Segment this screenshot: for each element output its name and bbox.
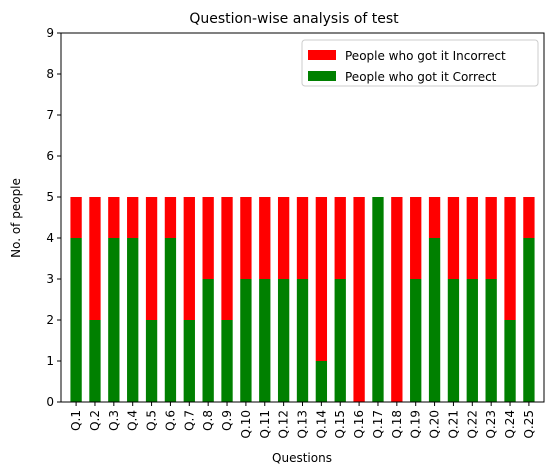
x-tick-label: Q.3	[107, 410, 121, 431]
bar-incorrect-Q5	[145, 197, 158, 320]
y-tick-label: 3	[46, 272, 54, 286]
bar-incorrect-Q10	[240, 197, 252, 279]
bar-correct-Q6	[164, 238, 177, 402]
bar-incorrect-Q23	[485, 197, 497, 279]
x-tick-label: Q.14	[314, 410, 328, 439]
x-tick-label: Q.10	[239, 410, 253, 439]
bar-correct-Q1	[70, 238, 82, 402]
bar-incorrect-Q13	[296, 197, 309, 279]
bar-incorrect-Q8	[202, 197, 214, 279]
y-axis: 0 1 2 3 4 5 6 7 8 9	[46, 26, 61, 409]
x-tick-label: Q.2	[88, 410, 102, 431]
bar-correct-Q12	[277, 279, 290, 402]
x-tick-label: Q.9	[220, 410, 234, 431]
y-tick-label: 8	[46, 67, 54, 81]
legend-swatch	[308, 71, 336, 81]
bar-correct-Q5	[145, 320, 158, 402]
x-tick-label: Q.11	[258, 410, 272, 439]
bar-correct-Q4	[127, 238, 139, 402]
bar-incorrect-Q3	[108, 197, 120, 238]
bar-correct-Q21	[447, 279, 460, 402]
x-tick-label: Q.7	[182, 410, 196, 431]
bar-incorrect-Q25	[523, 197, 535, 238]
x-tick-label: Q.23	[484, 410, 498, 439]
bar-correct-Q11	[259, 279, 271, 402]
y-tick-label: 9	[46, 26, 54, 40]
x-tick-label: Q.12	[277, 410, 291, 439]
x-tick-label: Q.21	[446, 410, 460, 439]
bar-correct-Q14	[315, 361, 328, 402]
y-axis-label: No. of people	[9, 178, 23, 258]
x-tick-label: Q.20	[428, 410, 442, 439]
legend-swatch	[308, 50, 336, 60]
bar-correct-Q22	[466, 279, 478, 402]
x-tick-label: Q.5	[145, 410, 159, 431]
x-tick-label: Q.4	[126, 410, 140, 431]
x-tick-label: Q.24	[503, 410, 517, 439]
bar-incorrect-Q18	[391, 197, 403, 402]
legend-box	[301, 39, 539, 87]
bar-correct-Q17	[372, 197, 384, 402]
y-tick-label: 5	[46, 190, 54, 204]
bar-incorrect-Q4	[127, 197, 139, 238]
x-tick-label: Q.25	[522, 410, 536, 439]
y-tick-label: 2	[46, 313, 54, 327]
bar-correct-Q8	[202, 279, 214, 402]
y-tick-label: 4	[46, 231, 54, 245]
y-tick-label: 6	[46, 149, 54, 163]
x-tick-label: Q.8	[201, 410, 215, 431]
bar-correct-Q10	[240, 279, 252, 402]
x-axis: Q.1 Q.2 Q.3 Q.4 Q.5 Q.6 Q.7 Q.8 Q.9 Q.10 Q.11 Q.12 Q…	[69, 402, 536, 439]
y-tick-label: 7	[46, 108, 54, 122]
bar-correct-Q24	[504, 320, 516, 402]
x-tick-label: Q.16	[352, 410, 366, 439]
bar-incorrect-Q21	[447, 197, 460, 279]
bar-correct-Q7	[183, 320, 195, 402]
x-tick-label: Q.19	[409, 410, 423, 439]
chart-title: Question-wise analysis of test	[189, 11, 399, 27]
bar-correct-Q25	[523, 238, 535, 402]
x-tick-label: Q.18	[390, 410, 404, 439]
y-tick-label: 0	[46, 395, 54, 409]
bar-correct-Q9	[221, 320, 233, 402]
bar-correct-Q23	[485, 279, 497, 402]
x-tick-label: Q.15	[333, 410, 347, 439]
bar-incorrect-Q1	[70, 197, 82, 238]
bar-incorrect-Q19	[410, 197, 422, 279]
bar-incorrect-Q24	[504, 197, 516, 320]
x-tick-label: Q.17	[371, 410, 385, 439]
bar-incorrect-Q2	[89, 197, 101, 320]
bar-incorrect-Q12	[277, 197, 290, 279]
bar-correct-Q2	[89, 320, 101, 402]
bar-incorrect-Q9	[221, 197, 233, 320]
bar-correct-Q13	[296, 279, 309, 402]
x-tick-label: Q.22	[465, 410, 479, 439]
x-tick-label: Q.6	[163, 410, 177, 431]
bar-incorrect-Q15	[334, 197, 346, 279]
bar-correct-Q3	[108, 238, 120, 402]
bar-incorrect-Q16	[353, 197, 365, 402]
x-tick-label: Q.13	[296, 410, 310, 439]
bar-incorrect-Q7	[183, 197, 195, 320]
bar-incorrect-Q11	[259, 197, 271, 279]
bar-correct-Q15	[334, 279, 346, 402]
bars-group	[70, 197, 535, 402]
bar-incorrect-Q20	[428, 197, 441, 238]
bar-incorrect-Q6	[164, 197, 177, 238]
bar-incorrect-Q14	[315, 197, 328, 361]
x-tick-label: Q.1	[69, 410, 83, 431]
bar-correct-Q20	[428, 238, 441, 402]
legend: People who got it Incorrect People who go…	[301, 39, 539, 87]
x-axis-label: Questions	[272, 451, 332, 465]
bar-incorrect-Q22	[466, 197, 478, 279]
bar-correct-Q19	[410, 279, 422, 402]
legend-label: People who got it Incorrect	[345, 49, 506, 63]
y-tick-label: 1	[46, 354, 54, 368]
legend-label: People who got it Correct	[345, 70, 497, 84]
